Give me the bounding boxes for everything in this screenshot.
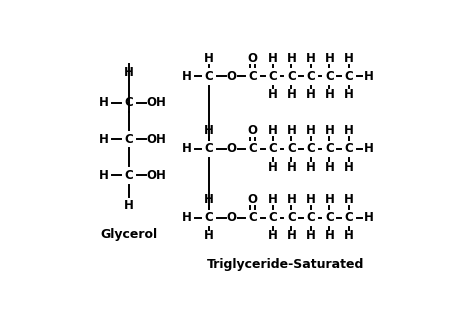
Text: H: H [204, 124, 214, 137]
Text: Triglyceride-Saturated: Triglyceride-Saturated [206, 258, 364, 272]
Text: H: H [306, 160, 315, 174]
Text: C: C [205, 211, 213, 224]
Text: C: C [287, 142, 296, 155]
Text: H: H [364, 70, 373, 83]
Text: H: H [306, 88, 315, 101]
Text: C: C [205, 142, 213, 155]
Text: H: H [306, 193, 315, 206]
Text: C: C [306, 70, 315, 83]
Text: H: H [306, 230, 315, 242]
Text: H: H [124, 199, 134, 212]
Text: C: C [248, 142, 257, 155]
Text: H: H [204, 230, 214, 242]
Text: H: H [344, 230, 354, 242]
Text: H: H [344, 88, 354, 101]
Text: H: H [364, 142, 373, 155]
Text: H: H [324, 124, 334, 137]
Text: H: H [183, 142, 192, 155]
Text: C: C [248, 211, 257, 224]
Text: C: C [125, 96, 133, 110]
Text: O: O [227, 211, 237, 224]
Text: O: O [248, 124, 257, 137]
Text: H: H [183, 211, 192, 224]
Text: O: O [248, 193, 257, 206]
Text: H: H [344, 193, 354, 206]
Text: C: C [269, 211, 278, 224]
Text: OH: OH [146, 133, 166, 146]
Text: H: H [324, 230, 334, 242]
Text: C: C [306, 142, 315, 155]
Text: H: H [99, 96, 109, 110]
Text: OH: OH [146, 169, 166, 182]
Text: H: H [268, 160, 278, 174]
Text: H: H [268, 52, 278, 65]
Text: C: C [269, 142, 278, 155]
Text: C: C [287, 70, 296, 83]
Text: C: C [344, 211, 353, 224]
Text: H: H [268, 88, 278, 101]
Text: H: H [306, 124, 315, 137]
Text: C: C [248, 70, 257, 83]
Text: C: C [125, 169, 133, 182]
Text: H: H [99, 169, 109, 182]
Text: H: H [344, 160, 354, 174]
Text: Glycerol: Glycerol [101, 228, 158, 241]
Text: H: H [268, 230, 278, 242]
Text: H: H [286, 88, 296, 101]
Text: H: H [124, 66, 134, 79]
Text: C: C [125, 133, 133, 146]
Text: C: C [325, 70, 334, 83]
Text: H: H [99, 133, 109, 146]
Text: H: H [306, 52, 315, 65]
Text: C: C [344, 70, 353, 83]
Text: H: H [286, 160, 296, 174]
Text: C: C [269, 70, 278, 83]
Text: H: H [286, 230, 296, 242]
Text: H: H [183, 70, 192, 83]
Text: H: H [344, 124, 354, 137]
Text: H: H [364, 211, 373, 224]
Text: H: H [324, 193, 334, 206]
Text: H: H [268, 124, 278, 137]
Text: C: C [344, 142, 353, 155]
Text: O: O [227, 70, 237, 83]
Text: C: C [325, 142, 334, 155]
Text: H: H [286, 124, 296, 137]
Text: O: O [248, 52, 257, 65]
Text: H: H [286, 52, 296, 65]
Text: H: H [204, 193, 214, 206]
Text: H: H [268, 193, 278, 206]
Text: C: C [325, 211, 334, 224]
Text: H: H [324, 160, 334, 174]
Text: H: H [286, 193, 296, 206]
Text: C: C [287, 211, 296, 224]
Text: H: H [204, 52, 214, 65]
Text: O: O [227, 142, 237, 155]
Text: H: H [324, 88, 334, 101]
Text: C: C [205, 70, 213, 83]
Text: C: C [306, 211, 315, 224]
Text: H: H [344, 52, 354, 65]
Text: OH: OH [146, 96, 166, 110]
Text: H: H [324, 52, 334, 65]
